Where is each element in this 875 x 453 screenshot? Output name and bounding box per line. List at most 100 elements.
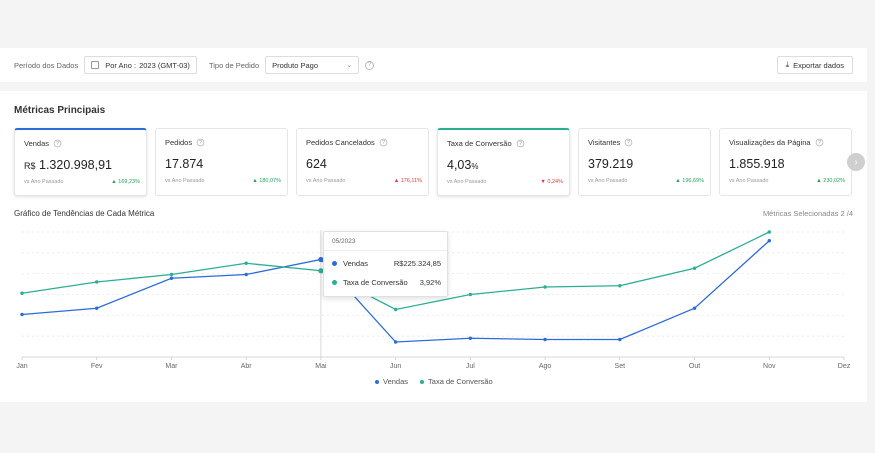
help-icon[interactable]: ? [196,138,205,147]
series-point [618,337,622,342]
series-point [618,284,622,288]
x-tick-label: Set [615,363,626,370]
chevron-down-icon: ⌄ [346,62,353,69]
metrics-panel: Métricas Principais Vendas? R$ 1.320.998… [0,91,867,402]
help-icon[interactable]: ? [516,139,524,148]
metric-card-name: Taxa de Conversão [447,139,512,148]
metric-card-name: Visitantes [588,138,621,147]
help-icon[interactable]: ? [53,139,62,148]
series-dot-icon [332,280,337,285]
metric-card-name: Pedidos Cancelados [306,138,375,147]
metric-card-delta: ▲ 196,69% [675,178,704,184]
metric-card-value: 17.874 [165,157,204,171]
tooltip-series-name: Vendas [343,259,369,268]
metric-card-visualizacoes[interactable]: Visualizações da Página? 1.855.918 vs An… [719,128,852,196]
help-icon[interactable]: ? [379,138,388,147]
tooltip-divider [324,250,447,251]
series-point [767,239,771,243]
series-point [468,292,473,297]
series-point [244,272,248,277]
x-tick-label: Mar [165,363,178,370]
metric-card-value: 624 [306,157,327,171]
tooltip-date: 05/2023 [332,238,356,245]
legend-dot-icon [420,380,425,385]
x-tick-label: Jun [390,363,401,370]
legend-item-vendas[interactable]: Vendas [375,377,408,386]
help-icon[interactable]: ? [625,138,633,147]
metric-card-prefix: R$ [24,161,36,171]
metric-card-value: 1.855.918 [729,157,785,171]
period-picker[interactable]: Por Ano : 2023 (GMT-03) [84,56,197,74]
chevron-right-icon[interactable]: › [847,153,865,171]
metric-card-value: 1.320.998,91 [39,158,112,172]
metric-card-name: Pedidos [165,138,193,147]
metric-card-compare: vs Ano Passado [306,178,346,184]
series-point [244,261,248,265]
export-button[interactable]: ⤓ Exportar dados [776,56,853,74]
x-tick-label: Mai [315,363,327,370]
x-tick-label: Ago [539,363,552,370]
calendar-icon [91,61,100,69]
tooltip-series-value: R$225.324,85 [393,259,441,268]
metric-card-vendas[interactable]: Vendas? R$ 1.320.998,91 vs Ano Passado ▲ … [14,128,147,196]
metric-card-value: 4,03 [447,158,472,172]
metric-card-compare: vs Ano Passado [729,178,769,184]
series-point [318,256,324,263]
period-label: Período dos Dados [14,60,79,70]
x-tick-label: Fev [91,363,103,370]
series-point [20,312,24,317]
metric-card-pedidos[interactable]: Pedidos? 17.874 vs Ano Passado ▲ 180,07% [155,128,288,196]
metric-card-taxa-conversao[interactable]: Taxa de Conversão? 4,03% vs Ano Passado ▼… [437,128,570,196]
metric-card-compare: vs Ano Passado [447,179,487,185]
series-point [95,280,99,284]
series-point [393,340,398,344]
metric-card-value: 379.219 [588,157,634,171]
period-value: 2023 (GMT-03) [139,60,190,70]
series-point [543,285,547,289]
help-icon[interactable]: ? [365,60,375,70]
series-point [692,266,697,270]
tooltip-row: Vendas R$225.324,85 [332,259,441,268]
series-point [318,268,324,274]
filter-bar: Período dos Dados Por Ano : 2023 (GMT-03… [0,48,867,82]
metric-card-delta: ▲ 180,07% [252,178,281,184]
x-tick-label: Jan [16,363,27,370]
export-label: Exportar dados [793,60,844,70]
metric-card-compare: vs Ano Passado [165,178,205,184]
x-tick-label: Dez [838,363,851,370]
x-tick-label: Nov [763,363,776,370]
series-point [767,230,771,234]
metric-card-compare: vs Ano Passado [24,179,64,185]
chart-tooltip: 05/2023 Vendas R$225.324,85 Taxa de Conv… [323,231,448,297]
metric-card-name: Visualizações da Página [729,138,811,147]
series-point [692,306,697,310]
series-point [468,336,473,340]
section-title: Métricas Principais [14,105,106,116]
legend-item-conversao[interactable]: Taxa de Conversão [420,377,493,386]
order-type-select[interactable]: Produto Pago ⌄ [265,56,360,74]
legend-dot-icon [375,380,379,385]
metric-card-delta: ▲ 176,11% [393,178,422,184]
metric-card-delta: ▲ 169,23% [111,179,140,185]
help-icon[interactable]: ? [815,138,823,147]
tooltip-row: Taxa de Conversão 3,92% [332,278,441,287]
metric-card-suffix: % [471,162,479,171]
chart-legend: Vendas Taxa de Conversão [375,377,493,386]
order-type-value: Produto Pago [272,60,318,70]
series-point [543,337,547,342]
order-type-label: Tipo de Pedido [208,60,260,70]
series-point [20,291,24,295]
chart-title: Gráfico de Tendências de Cada Métrica [14,209,155,218]
metrics-selected[interactable]: Métricas Selecionadas 2 /4 [762,209,853,218]
series-point [393,307,398,312]
series-dot-icon [332,261,337,266]
metric-cards: Vendas? R$ 1.320.998,91 vs Ano Passado ▲ … [14,128,854,196]
series-point [95,306,99,310]
tooltip-series-name: Taxa de Conversão [343,278,408,287]
x-tick-label: Out [689,363,700,370]
series-point [169,272,174,277]
metric-card-pedidos-cancelados[interactable]: Pedidos Cancelados? 624 vs Ano Passado ▲ … [296,128,429,196]
metric-card-visitantes[interactable]: Visitantes? 379.219 vs Ano Passado ▲ 196,… [578,128,711,196]
